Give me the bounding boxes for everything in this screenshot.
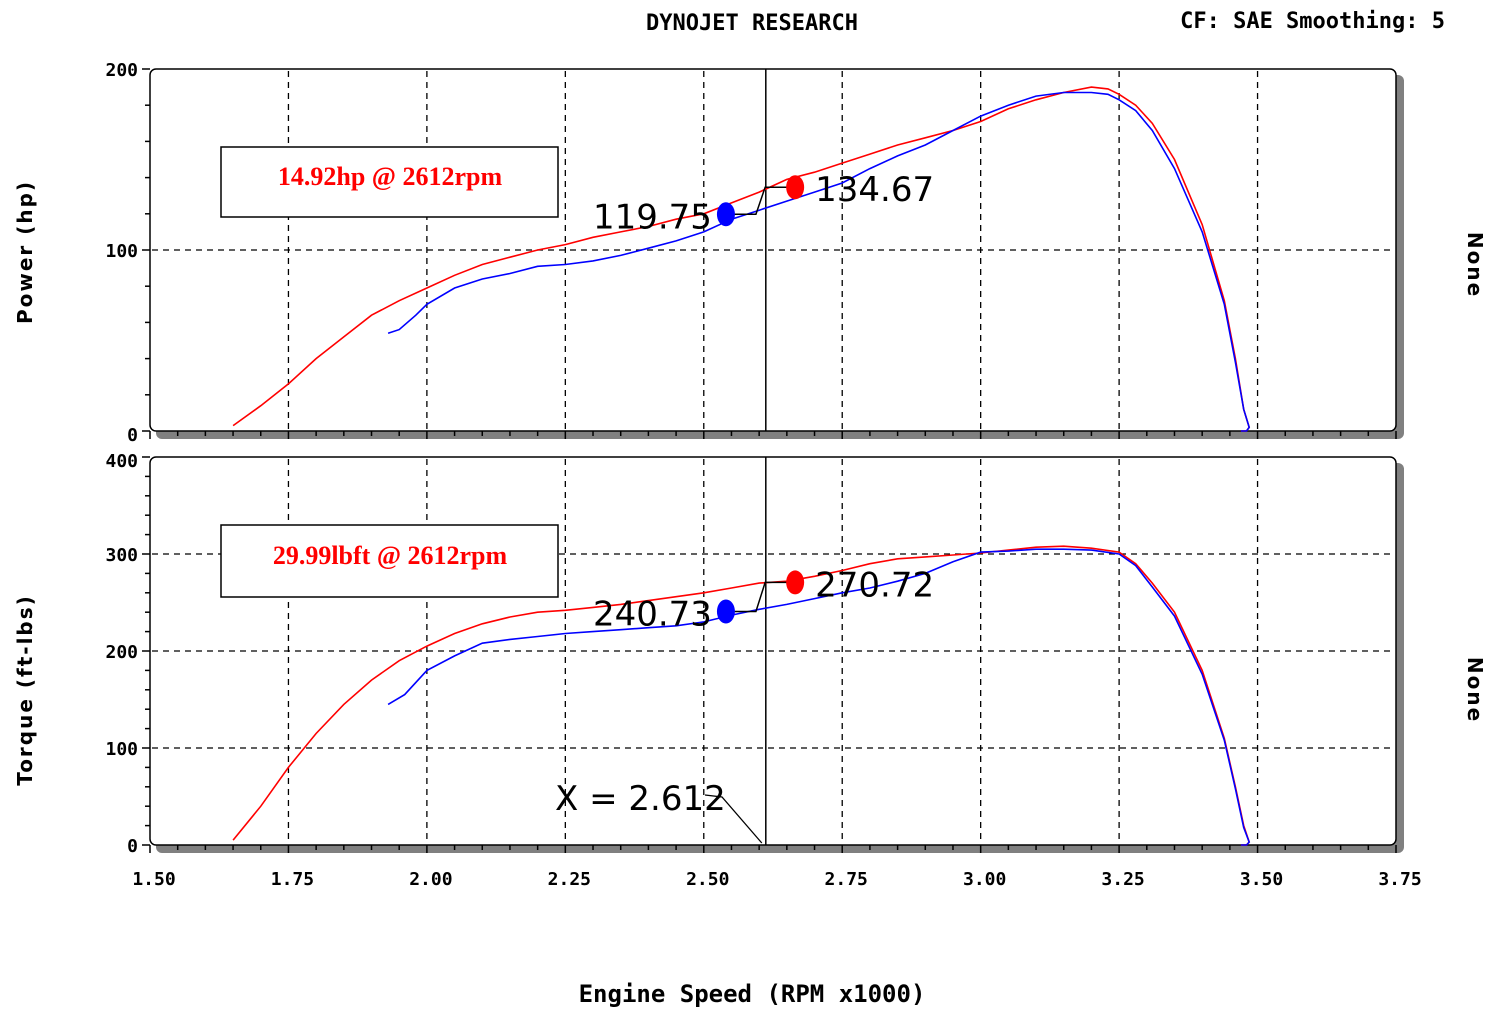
- torque-blue-marker-label: 240.73: [593, 594, 712, 634]
- power-summary-box: [220, 146, 559, 218]
- torque-blue-marker: [716, 599, 735, 624]
- torque-right-label: None: [1463, 657, 1487, 723]
- x-tick-label: 2.25: [548, 869, 591, 890]
- torque-red-marker-label: 270.72: [815, 565, 934, 605]
- power-y-axis-label: Power (hp): [13, 180, 37, 324]
- torque-marker-connector: [725, 581, 796, 613]
- x-tick-label: 1.50: [132, 869, 175, 890]
- torque-series-line-red: [232, 545, 1251, 846]
- x-tick-label: 3.50: [1240, 869, 1283, 890]
- torque-y-tick-label: 0: [127, 836, 138, 857]
- cursor-label: X = 2.612: [555, 779, 726, 819]
- x-axis-ticks: 1.50 1.75 2.00 2.25 2.50 2.75 3.00 3.25 3.50 3.75: [132, 869, 1421, 890]
- x-tick-label: 2.50: [686, 869, 729, 890]
- x-tick-label: 3.75: [1378, 869, 1421, 890]
- torque-y-tick-label: 300: [105, 545, 138, 566]
- power-y-tick-label: 0: [127, 425, 138, 446]
- power-marker-connector: [725, 186, 796, 216]
- power-summary-text: 14.92hp @ 2612rpm: [278, 162, 503, 191]
- power-red-marker-label: 134.67: [815, 170, 934, 210]
- torque-y-tick-label: 100: [105, 739, 138, 760]
- torque-grid: [152, 459, 1394, 843]
- chart-title: DYNOJET RESEARCH: [646, 11, 858, 36]
- torque-panel: 0 100 200 300 400 270.72 240.73 X = 2.612 Torq…: [13, 451, 1487, 857]
- power-series-line-blue: [387, 91, 1251, 432]
- power-y-tick-label: 200: [105, 60, 138, 81]
- power-series-line-red: [232, 86, 1251, 432]
- torque-y-tick-label: 200: [105, 642, 138, 663]
- power-right-label: None: [1463, 232, 1487, 298]
- torque-red-marker: [786, 570, 805, 595]
- torque-series-line-blue: [387, 548, 1251, 846]
- torque-y-tick-label: 400: [105, 451, 138, 472]
- power-y-ticks: 0 100 200: [105, 60, 1397, 446]
- power-blue-marker: [716, 202, 735, 227]
- torque-y-ticks: 0 100 200 300 400: [105, 451, 1397, 857]
- x-tick-label: 2.00: [409, 869, 452, 890]
- x-axis-label: Engine Speed (RPM x1000): [579, 980, 926, 1008]
- power-panel: 0 100 200 134.67 119.75 Power (hp) None 14.…: [13, 60, 1487, 446]
- chart-settings: CF: SAE Smoothing: 5: [1180, 9, 1445, 34]
- x-tick-label: 1.75: [271, 869, 314, 890]
- torque-summary-box: [220, 524, 559, 598]
- torque-lines: 270.72 240.73 X = 2.612: [232, 457, 1251, 846]
- power-lines: 134.67 119.75: [232, 69, 1251, 432]
- power-red-marker: [786, 175, 805, 200]
- power-y-tick-label: 100: [105, 241, 138, 262]
- x-tick-label: 3.00: [963, 869, 1006, 890]
- x-tick-label: 3.25: [1101, 869, 1144, 890]
- power-blue-marker-label: 119.75: [593, 197, 712, 237]
- power-grid: [152, 71, 1394, 429]
- x-tick-label: 2.75: [825, 869, 868, 890]
- torque-y-axis-label: Torque (ft-lbs): [13, 594, 37, 786]
- torque-summary-text: 29.99lbft @ 2612rpm: [273, 541, 508, 570]
- cursor-label-leader: [704, 794, 763, 844]
